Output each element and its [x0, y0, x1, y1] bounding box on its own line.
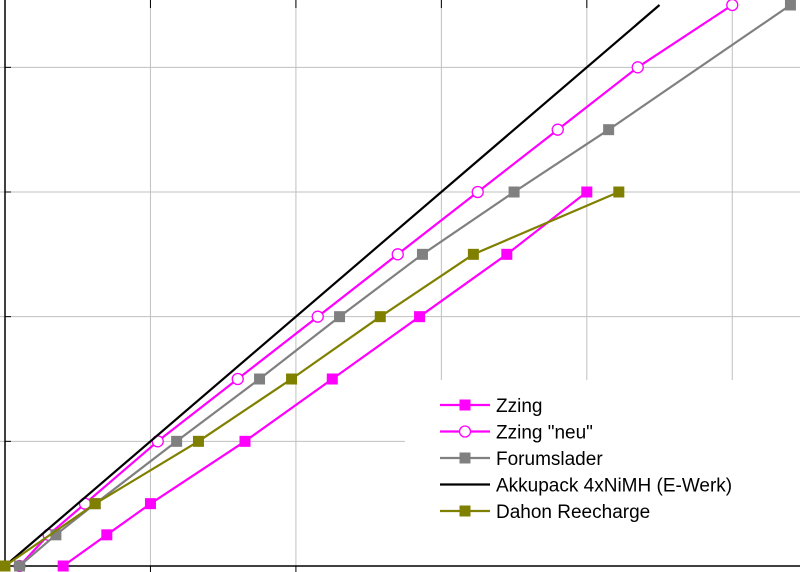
legend-label: Forumslader: [496, 449, 603, 470]
legend-entry: Akkupack 4xNiMH (E-Werk): [440, 476, 732, 497]
series-group: [14, 0, 796, 572]
series-group: [4, 4, 661, 567]
legend-swatch-marker: [459, 452, 471, 464]
data-point: [239, 435, 251, 447]
legend-label: Akkupack 4xNiMH (E-Werk): [496, 476, 732, 497]
series-group: [0, 186, 625, 572]
data-point: [192, 435, 204, 447]
data-point: [231, 372, 244, 386]
data-point: [254, 373, 266, 385]
data-point: [416, 248, 428, 260]
data-point: [471, 185, 484, 199]
series-line: [18, 4, 792, 567]
data-point: [326, 373, 338, 385]
data-point: [551, 123, 564, 136]
legend-label: Zzing "neu": [496, 423, 593, 444]
series-line: [4, 4, 661, 567]
data-point: [144, 498, 156, 510]
legend-entry: Zzing "neu": [440, 423, 593, 444]
legend: Zzing Zzing "neu" Forumslader Akkupack 4xNi…: [405, 380, 800, 572]
legend-entry: Forumslader: [440, 449, 603, 470]
data-point: [391, 248, 404, 261]
data-point: [57, 560, 69, 572]
data-point: [101, 529, 113, 541]
legend-box: [405, 380, 800, 572]
data-point: [467, 248, 479, 260]
data-point: [311, 310, 324, 323]
data-point: [613, 186, 625, 198]
legend-swatch-marker: [459, 505, 471, 517]
legend-label: Dahon Reecharge: [496, 502, 650, 523]
data-point: [14, 560, 26, 572]
data-point: [171, 435, 183, 447]
data-point: [89, 498, 101, 510]
data-point: [784, 0, 796, 11]
data-point: [501, 248, 513, 260]
series-group: [57, 186, 593, 572]
data-point: [0, 560, 11, 572]
legend-swatch-marker: [458, 425, 472, 438]
data-point: [603, 124, 615, 136]
data-point: [581, 186, 593, 198]
data-point: [508, 186, 520, 198]
series-line: [62, 191, 588, 567]
data-point: [374, 311, 386, 323]
data-point: [726, 0, 739, 12]
legend-entry: Dahon Reecharge: [440, 502, 650, 523]
data-point: [286, 373, 298, 385]
legend-entry: Zzing: [440, 396, 542, 417]
data-point: [631, 61, 644, 74]
data-point: [334, 311, 346, 323]
legend-swatch-marker: [459, 399, 471, 411]
data-point: [414, 311, 426, 323]
legend-label: Zzing: [496, 396, 542, 417]
